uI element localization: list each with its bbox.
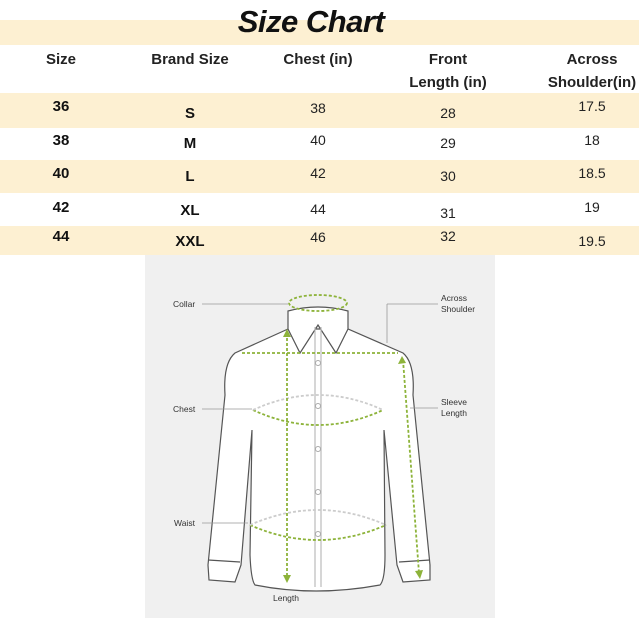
table-row — [0, 226, 639, 255]
column-header-line: Length (in) — [409, 74, 487, 91]
column-header-line: Front — [428, 51, 468, 68]
cell-across-shoulder: 18.5 — [578, 165, 606, 181]
cell-brand-size: M — [183, 135, 197, 152]
table-row — [0, 93, 639, 128]
cell-across-shoulder: 18 — [584, 132, 600, 148]
shirt-diagram-svg: Collar Chest Waist Length Across Shoulde… — [173, 293, 475, 603]
label-across-shoulder-1: Across — [441, 293, 467, 303]
cell-chest: 46 — [310, 229, 326, 245]
cell-brand-size: XL — [180, 202, 200, 219]
column-header-brand-size: Brand Size — [151, 48, 229, 71]
column-header-line: Chest (in) — [283, 51, 353, 68]
cell-size: 38 — [52, 132, 70, 149]
arrowheads — [283, 329, 423, 583]
cell-across-shoulder: 17.5 — [578, 98, 606, 114]
label-across-shoulder-2: Shoulder — [441, 304, 475, 314]
shirt-outline — [207, 306, 431, 592]
cell-front-length: 28 — [440, 105, 456, 121]
cell-size: 44 — [52, 228, 70, 245]
cell-brand-size: L — [185, 168, 195, 185]
label-collar: Collar — [173, 299, 195, 309]
cell-across-shoulder: 19 — [584, 199, 600, 215]
cell-chest: 44 — [310, 201, 326, 217]
label-waist: Waist — [174, 518, 196, 528]
shirt-buttons — [315, 360, 321, 537]
column-header-line: Shoulder(in) — [547, 74, 637, 91]
cell-chest: 42 — [310, 165, 326, 181]
label-chest: Chest — [173, 404, 196, 414]
column-header-line: Across — [566, 51, 618, 68]
column-header-front-length: Front Length (in) — [409, 48, 486, 94]
cell-brand-size: XXL — [175, 233, 205, 250]
cell-brand-size: S — [184, 105, 196, 122]
leader-lines — [202, 303, 438, 524]
page-title: Size Chart — [237, 4, 385, 39]
cell-front-length: 32 — [440, 228, 456, 244]
cell-front-length: 30 — [440, 168, 456, 184]
label-sleeve-length-2: Length — [441, 408, 467, 418]
column-header-line: Brand Size — [151, 51, 229, 68]
cell-front-length: 29 — [440, 135, 456, 151]
column-header-chest: Chest (in) — [283, 48, 352, 71]
title-top-area — [0, 0, 630, 20]
label-sleeve-length-1: Sleeve — [441, 397, 467, 407]
measurement-lines — [242, 294, 420, 577]
column-header-across-shoulder: Across Shoulder(in) — [548, 48, 636, 94]
cell-chest: 40 — [310, 132, 326, 148]
title-band — [0, 20, 639, 45]
column-header-line: Size — [45, 51, 77, 68]
shirt-measurement-diagram: Collar Chest Waist Length Across Shoulde… — [145, 255, 495, 618]
cell-size: 40 — [52, 165, 70, 182]
cell-size: 42 — [52, 199, 70, 216]
column-header-size: Size — [46, 48, 76, 71]
table-row — [0, 160, 639, 193]
cell-size: 36 — [52, 98, 70, 115]
label-length: Length — [273, 593, 299, 603]
cell-chest: 38 — [310, 100, 326, 116]
cell-front-length: 31 — [440, 205, 456, 221]
cell-across-shoulder: 19.5 — [578, 233, 606, 249]
